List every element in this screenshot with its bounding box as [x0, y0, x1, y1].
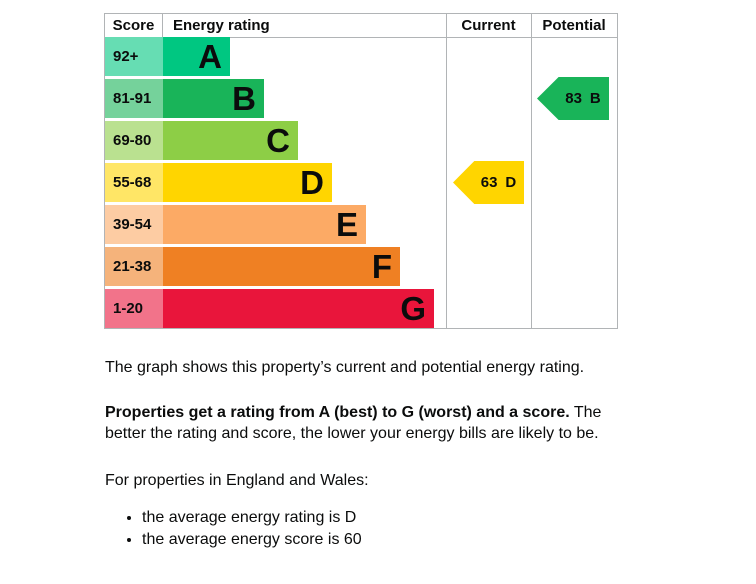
score-range-f: 21-38	[105, 247, 163, 286]
score-range-g: 1-20	[105, 289, 163, 328]
score-range-d: 55-68	[105, 163, 163, 202]
score-range-a: 92+	[105, 37, 163, 76]
band-bar-d: D	[163, 163, 332, 202]
score-range-b: 81-91	[105, 79, 163, 118]
rating-explanation-rest: The better the rating and score, the low…	[105, 404, 602, 442]
rating-explanation-bold: Properties get a rating from A (best) to…	[105, 404, 570, 421]
score-range-e: 39-54	[105, 205, 163, 244]
score-range-c: 69-80	[105, 121, 163, 160]
england-wales-intro: For properties in England and Wales:	[105, 472, 369, 489]
current-column-header: Current	[461, 17, 516, 34]
potential-rating-arrow: 83 B	[537, 77, 609, 120]
chart-description: The graph shows this property’s current …	[105, 359, 585, 376]
band-bar-b: B	[163, 79, 264, 118]
energy-rating-column-header: Energy rating	[173, 17, 270, 34]
band-bar-f: F	[163, 247, 400, 286]
average-score-item: the average energy score is 60	[142, 529, 362, 550]
rating-explanation: Properties get a rating from A (best) to…	[105, 402, 637, 444]
energy-rating-chart: Score Energy rating Current Potential 92…	[104, 13, 618, 329]
band-bar-e: E	[163, 205, 366, 244]
current-rating-arrow: 63 D	[453, 161, 524, 204]
band-bar-g: G	[163, 289, 434, 328]
current-column-divider	[446, 14, 447, 328]
current-score: 63	[480, 174, 498, 191]
score-column-header: Score	[105, 14, 163, 37]
band-bar-a: A	[163, 37, 230, 76]
band-bar-c: C	[163, 121, 298, 160]
potential-column-header: Potential	[542, 17, 606, 34]
average-stats-list: the average energy rating is D the avera…	[105, 507, 362, 551]
energy-rating-chart-body: Score Energy rating Current Potential 92…	[105, 14, 617, 328]
potential-column-divider	[531, 14, 532, 328]
potential-letter: B	[589, 90, 601, 107]
current-letter: D	[505, 174, 517, 191]
average-rating-item: the average energy rating is D	[142, 507, 362, 528]
chart-header-row: Score Energy rating Current Potential	[105, 14, 617, 38]
potential-score: 83	[565, 90, 582, 107]
